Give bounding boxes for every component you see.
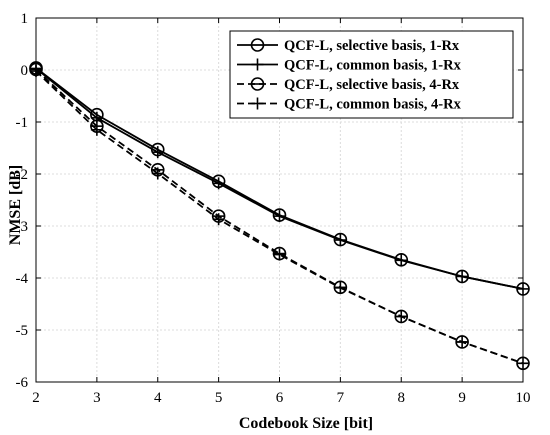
data-point: [273, 248, 286, 261]
legend-marker: [250, 77, 265, 91]
data-point: [90, 111, 103, 124]
data-point: [334, 281, 347, 294]
x-tick-label: 2: [32, 390, 40, 406]
y-tick-label: -1: [16, 115, 29, 131]
x-tick-label: 6: [276, 390, 284, 406]
y-axis-label: NMSE [dB]: [7, 165, 24, 245]
legend-entry: QCF-L, common basis, 4-Rx: [237, 97, 462, 113]
legend-entry: QCF-L, selective basis, 4-Rx: [237, 77, 460, 93]
legend-label: QCF-L, selective basis, 4-Rx: [284, 77, 460, 93]
data-point: [273, 210, 286, 223]
legend-label: QCF-L, common basis, 4-Rx: [284, 97, 462, 113]
y-tick-label: -5: [16, 323, 29, 339]
y-tick-label: -4: [16, 271, 29, 287]
x-tick-label: 9: [458, 390, 466, 406]
y-tick-label: -3: [16, 219, 29, 235]
legend-marker: [251, 97, 264, 110]
x-axis-label: Codebook Size [bit]: [239, 415, 373, 432]
data-point: [334, 234, 347, 247]
data-point: [151, 167, 164, 180]
legend-label: QCF-L, common basis, 1-Rx: [284, 58, 462, 74]
data-point: [395, 254, 408, 267]
data-point: [90, 123, 103, 136]
legend-entry: QCF-L, common basis, 1-Rx: [237, 58, 462, 74]
y-tick-label: -2: [16, 167, 29, 183]
series-line: [35, 70, 524, 365]
data-point: [212, 213, 225, 226]
x-tick-label: 10: [516, 390, 531, 406]
legend-marker: [250, 38, 265, 52]
data-point: [395, 310, 408, 323]
x-tick-label: 8: [398, 390, 406, 406]
x-tick-label: 7: [337, 390, 345, 406]
data-point: [212, 177, 225, 190]
x-tick-label: 5: [215, 390, 223, 406]
y-tick-label: 0: [21, 63, 29, 79]
data-point: [517, 357, 529, 370]
legend-label: QCF-L, selective basis, 1-Rx: [284, 38, 460, 54]
y-tick-label: -6: [16, 375, 29, 391]
data-point: [151, 146, 164, 159]
legend-entry: QCF-L, selective basis, 1-Rx: [237, 38, 460, 54]
legend-marker: [251, 58, 264, 71]
legend: QCF-L, selective basis, 1-Rx QCF-L, commo…: [229, 30, 514, 119]
x-tick-label: 3: [93, 390, 101, 406]
data-point: [456, 270, 469, 283]
data-point: [517, 282, 529, 295]
series-layer: [29, 61, 530, 371]
data-point: [456, 335, 469, 348]
y-tick-label: 1: [21, 11, 29, 27]
series-2: [30, 62, 529, 295]
x-tick-label: 4: [154, 390, 162, 406]
data-point: [30, 65, 42, 78]
series-4: [30, 65, 529, 370]
